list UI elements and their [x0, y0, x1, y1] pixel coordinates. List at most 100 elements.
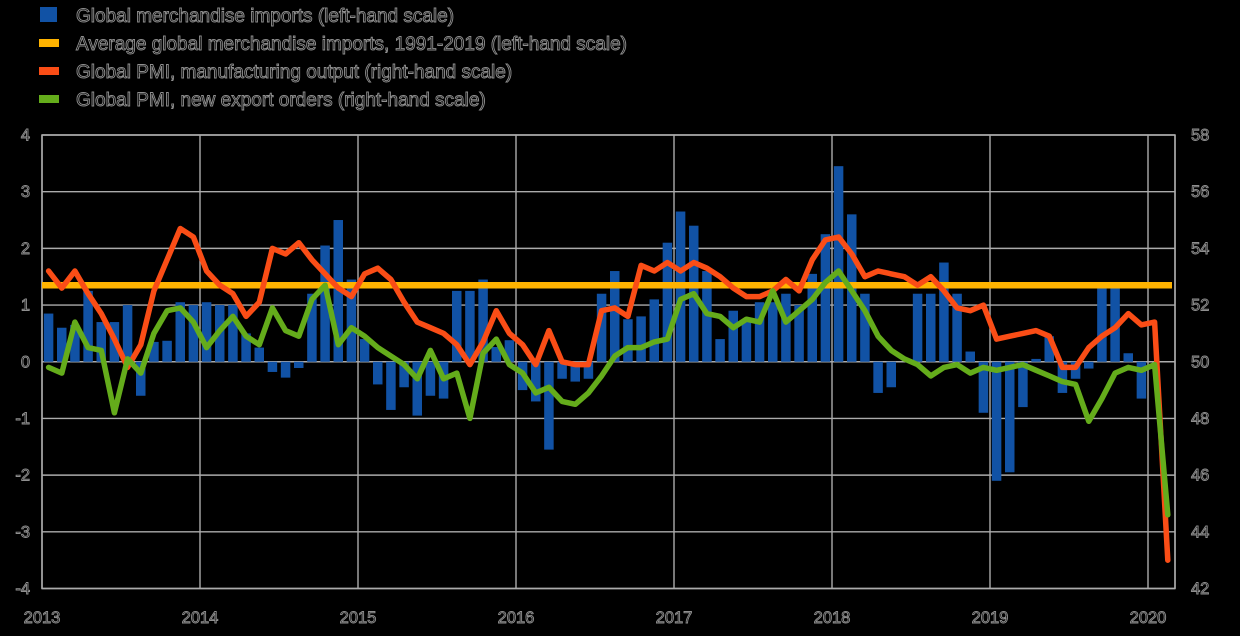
legend: Global merchandise imports (left-hand sc…: [39, 6, 627, 111]
import-bar: [478, 279, 488, 362]
import-bar: [504, 340, 515, 362]
import-bar: [70, 324, 80, 362]
import-bar: [544, 361, 554, 450]
year-label: 2015: [340, 609, 377, 627]
year-label: 2014: [182, 609, 219, 627]
right-tick-label: 44: [1191, 523, 1209, 541]
import-bar: [294, 361, 304, 368]
import-bar: [1084, 361, 1094, 369]
import-bar: [636, 316, 646, 362]
import-bar: [201, 302, 212, 362]
import-bar: [1070, 361, 1081, 379]
import-bar: [583, 361, 594, 379]
right-tick-label: 52: [1191, 297, 1209, 315]
year-label: 2013: [24, 609, 61, 627]
pmi-orders-line: [45, 268, 1171, 518]
import-bar: [307, 293, 317, 362]
left-tick-label: -3: [15, 523, 30, 541]
import-bar: [1031, 358, 1041, 362]
left-tick-label: 1: [21, 297, 30, 315]
left-tick-label: -1: [15, 410, 30, 428]
right-tick-label: 46: [1191, 467, 1209, 485]
import-bar: [1097, 288, 1107, 362]
import-bar: [965, 351, 975, 362]
left-tick-label: 3: [21, 183, 30, 201]
import-bar: [952, 293, 962, 362]
import-bar: [820, 234, 831, 362]
import-bar: [122, 305, 133, 362]
import-bar: [162, 340, 172, 362]
import-bar: [373, 361, 383, 385]
import-bar: [1136, 361, 1147, 399]
import-bar: [1044, 336, 1054, 362]
import-bar: [886, 361, 896, 388]
import-bar: [465, 290, 475, 362]
year-label: 2019: [972, 609, 1009, 627]
import-bar: [741, 319, 752, 362]
legend-label-pmi-orders: Global PMI, new export orders (right-han…: [76, 90, 486, 111]
legend-label-average: Average global merchandise imports, 1991…: [76, 34, 627, 55]
legend-label-pmi-output: Global PMI, manufacturing output (right-…: [76, 62, 512, 83]
import-bar: [728, 310, 738, 362]
legend-swatch-average-icon: [39, 39, 59, 47]
import-bar: [912, 293, 923, 362]
import-bar: [254, 347, 264, 362]
import-bar: [386, 361, 396, 410]
pmi-output-line: [45, 225, 1171, 563]
import-bar: [1123, 353, 1133, 362]
import-bar: [649, 299, 659, 362]
import-bar: [596, 293, 607, 362]
right-tick-label: 58: [1191, 126, 1209, 144]
import-bar: [43, 313, 54, 362]
import-bar: [623, 319, 633, 362]
import-bar: [715, 339, 725, 362]
import-bar: [926, 293, 936, 362]
import-bar: [991, 361, 1002, 481]
import-bar: [280, 361, 291, 378]
plot-border: [41, 134, 1176, 590]
import-bar: [873, 361, 883, 393]
import-bar: [425, 361, 436, 396]
left-tick-label: 4: [21, 126, 30, 144]
plot-area: [41, 134, 1176, 590]
import-bar: [267, 361, 278, 372]
right-tick-label: 50: [1191, 353, 1209, 371]
legend-swatch-imports-icon: [40, 7, 57, 22]
import-bar: [136, 361, 146, 396]
left-tick-label: 2: [21, 240, 30, 258]
import-bar: [794, 305, 804, 362]
import-bar: [346, 279, 357, 362]
import-bar: [662, 242, 673, 362]
right-tick-label: 42: [1191, 580, 1209, 598]
import-bar: [399, 361, 409, 388]
right-tick-label: 56: [1191, 183, 1209, 201]
import-bar: [359, 339, 370, 362]
left-tick-label: -4: [15, 580, 30, 598]
year-label: 2020: [1130, 609, 1167, 627]
import-bar: [320, 245, 330, 362]
left-tick-label: 0: [21, 353, 30, 371]
import-bar: [96, 322, 106, 362]
import-bar: [57, 327, 67, 362]
legend-swatch-pmi-output-icon: [39, 67, 59, 75]
import-bar: [557, 361, 567, 379]
import-bar: [412, 361, 422, 416]
import-bar: [570, 361, 580, 382]
import-bar: [531, 361, 541, 402]
import-bar: [83, 290, 93, 362]
import-bar: [768, 302, 778, 362]
left-tick-label: -2: [15, 467, 30, 485]
import-bar: [175, 302, 185, 362]
import-bar: [978, 361, 989, 413]
import-bar: [188, 305, 199, 362]
year-label: 2018: [814, 609, 851, 627]
import-bar: [807, 273, 817, 362]
import-bar: [754, 302, 765, 362]
year-label: 2016: [498, 609, 535, 627]
import-bar: [833, 166, 844, 362]
axis-labels: 4 3 2 1 0 -1 -2 -3 -4 58 56 54 52 50 48 46 44 42 2013 2014 2…: [15, 126, 1210, 627]
right-tick-label: 54: [1191, 240, 1209, 258]
import-bar: [939, 262, 949, 362]
